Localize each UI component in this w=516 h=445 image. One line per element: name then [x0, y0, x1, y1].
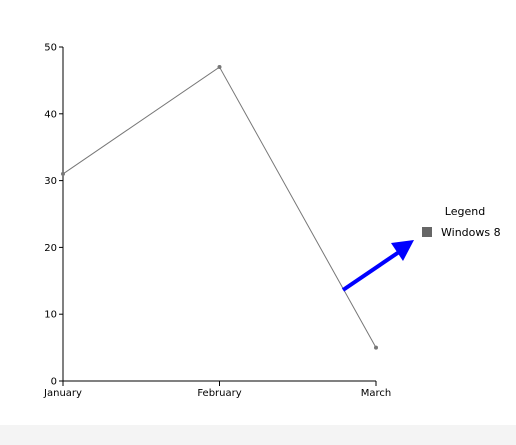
bottom-band [0, 425, 516, 445]
series-layer [61, 65, 378, 350]
x-tick-label: February [197, 388, 241, 399]
legend-title: Legend [445, 205, 485, 218]
arrow-head [391, 240, 414, 261]
y-tick-label: 10 [44, 310, 57, 321]
legend-swatch [422, 227, 432, 237]
annotation-arrow [341, 240, 414, 292]
data-point [374, 345, 378, 350]
axes: 0 10 20 30 40 50 January February March [43, 43, 391, 400]
x-tick-label: March [361, 388, 391, 399]
y-tick-label: 40 [44, 109, 57, 120]
data-point [61, 171, 65, 176]
y-tick-label: 50 [44, 43, 57, 54]
y-tick-label: 30 [44, 176, 57, 187]
series-line [62, 66, 377, 348]
data-point [217, 65, 222, 70]
arrow-shaft [341, 250, 401, 292]
y-tick-label: 0 [51, 377, 57, 388]
legend: Legend Windows 8 [422, 205, 501, 239]
x-tick-label: January [43, 388, 82, 399]
legend-label: Windows 8 [441, 226, 501, 239]
y-tick-label: 20 [44, 243, 57, 254]
